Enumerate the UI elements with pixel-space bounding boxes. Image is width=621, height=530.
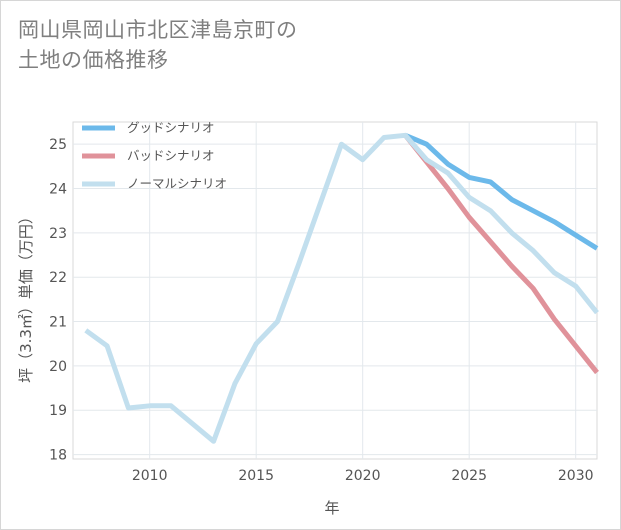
y-tick-label: 20 xyxy=(49,359,67,375)
chart-title-line1: 岡山県岡山市北区津島京町の xyxy=(18,18,298,42)
series-line-3 xyxy=(84,132,599,444)
series-line-2 xyxy=(403,133,599,375)
x-tick-label: 2025 xyxy=(451,468,487,484)
y-tick-label: 21 xyxy=(49,315,67,331)
grid-lines xyxy=(73,122,597,459)
legend-label: バッドシナリオ xyxy=(127,148,215,163)
x-tick-label: 2015 xyxy=(238,468,274,484)
series-lines xyxy=(84,132,599,444)
legend-label: グッドシナリオ xyxy=(127,120,215,135)
y-tick-label: 24 xyxy=(49,182,67,198)
x-axis-title: 年 xyxy=(324,499,339,517)
x-axis: 2010 2015 2020 2025 2030 xyxy=(132,468,594,484)
y-tick-label: 23 xyxy=(49,226,67,242)
y-tick-label: 18 xyxy=(49,448,67,464)
x-tick-label: 2010 xyxy=(132,468,168,484)
chart-title: 岡山県岡山市北区津島京町の 土地の価格推移 xyxy=(18,15,298,75)
y-tick-label: 22 xyxy=(49,270,67,286)
y-axis-title: 坪（3.3㎡）単価（万円） xyxy=(17,209,35,383)
chart-title-line2: 土地の価格推移 xyxy=(18,48,169,72)
series-line-1 xyxy=(404,132,599,251)
legend-label: ノーマルシナリオ xyxy=(127,176,227,191)
x-tick-label: 2020 xyxy=(345,468,381,484)
y-tick-label: 25 xyxy=(49,137,67,153)
y-tick-label: 19 xyxy=(49,403,67,419)
plot-area xyxy=(72,121,598,460)
y-axis: 18 19 20 21 22 23 24 25 xyxy=(49,137,67,463)
x-tick-label: 2030 xyxy=(558,468,594,484)
